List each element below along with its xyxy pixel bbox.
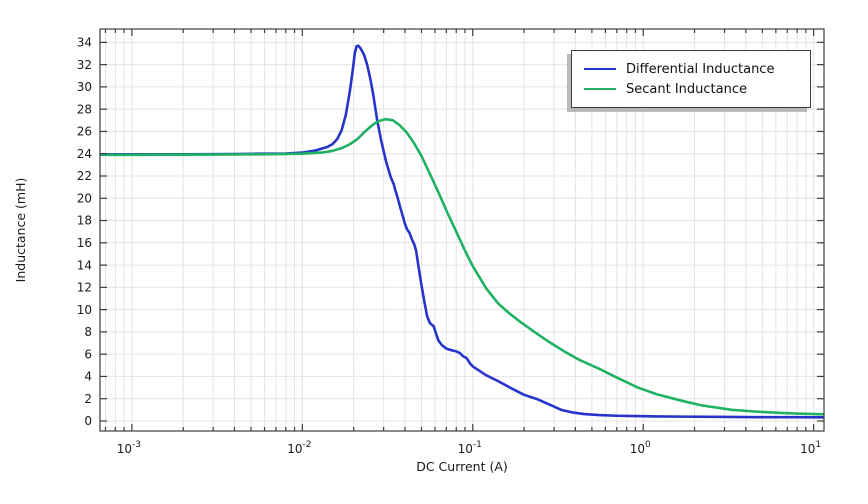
legend-line-swatch — [584, 68, 616, 70]
legend-label: Differential Inductance — [626, 61, 775, 77]
grid-layer — [100, 29, 824, 431]
y-tick-label: 32 — [77, 58, 92, 72]
y-tick-label: 18 — [77, 214, 92, 228]
axes-frame — [99, 28, 825, 432]
y-axis-label: Inductance (mH) — [13, 178, 28, 283]
legend-item: Secant Inductance — [584, 82, 810, 97]
x-tick-label: 101 — [800, 440, 821, 456]
y-tick-label: 28 — [77, 102, 92, 116]
legend-line-swatch — [584, 88, 616, 90]
y-tick-label: 24 — [77, 147, 92, 161]
y-tick-label: 12 — [77, 281, 92, 295]
x-axis-label: DC Current (A) — [416, 459, 508, 474]
x-tick-label: 10-3 — [117, 440, 141, 456]
y-tick-label: 0 — [84, 414, 92, 428]
y-tick-label: 34 — [77, 36, 92, 50]
y-tick-label: 20 — [77, 191, 92, 205]
y-tick-label: 10 — [77, 303, 92, 317]
y-tick-label: 14 — [77, 258, 92, 272]
y-tick-label: 4 — [84, 370, 92, 384]
x-tick-label: 10-2 — [287, 440, 311, 456]
y-tick-label: 2 — [84, 392, 92, 406]
legend-label: Secant Inductance — [626, 81, 747, 97]
y-tick-label: 6 — [84, 347, 92, 361]
legend-item: Differential Inductance — [584, 62, 810, 77]
series-layer — [100, 44, 824, 419]
x-tick-label: 10-1 — [458, 440, 482, 456]
plot-frame — [99, 28, 825, 432]
y-tick-label: 22 — [77, 169, 92, 183]
series-differential-inductance — [100, 44, 824, 419]
legend: Differential Inductance Secant Inductance — [571, 50, 811, 108]
y-tick-label: 30 — [77, 80, 92, 94]
y-tick-label: 16 — [77, 236, 92, 250]
series-secant-inductance — [100, 117, 824, 416]
x-tick-label: 100 — [630, 440, 651, 456]
y-tick-label: 8 — [84, 325, 92, 339]
y-tick-label: 26 — [77, 125, 92, 139]
